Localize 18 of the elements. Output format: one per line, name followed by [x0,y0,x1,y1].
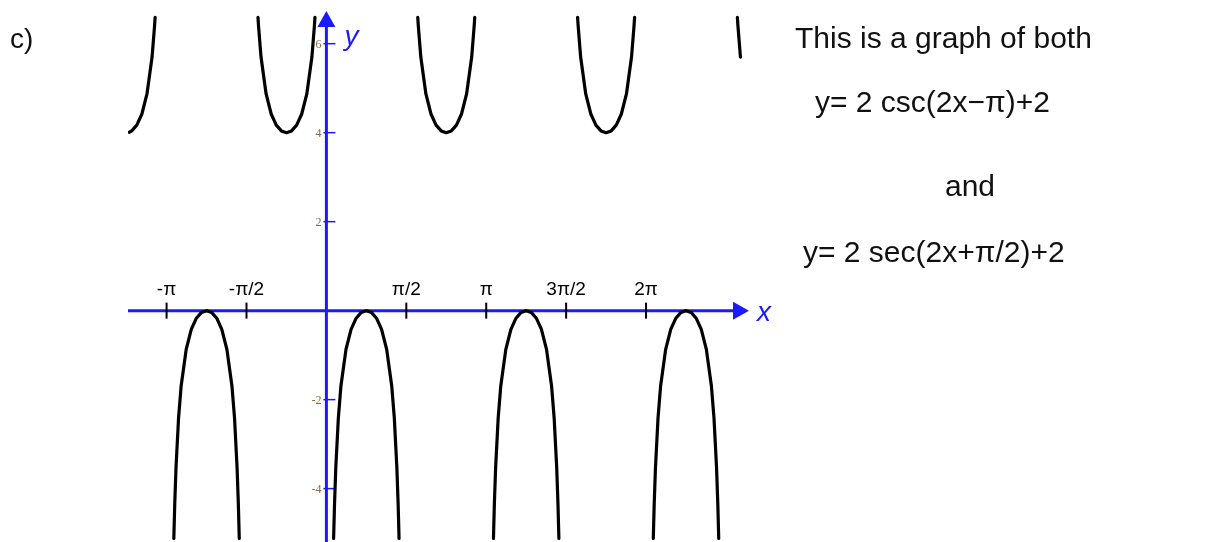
y-tick-label: 4 [315,125,322,140]
x-tick-label: -π/2 [228,277,265,299]
x-tick-label: -π [156,277,177,299]
x-tick-label: π [479,277,493,299]
y-tick-label: -4 [311,481,322,496]
x-tick-label: π/2 [391,277,421,299]
chart-title: c) [10,23,34,54]
text: and [944,169,996,202]
x-tick-label: 3π/2 [546,277,586,299]
text: This is a graph of both [795,21,1092,54]
text: y= 2 sec(2x+π/2)+2 [803,235,1065,268]
x-tick-label: 2π [634,277,658,299]
y-tick-label: 6 [315,36,322,51]
y-tick-label: -2 [311,392,322,407]
text: y= 2 csc(2x−π)+2 [815,85,1050,118]
y-tick-label: 2 [315,214,322,229]
y-axis-title: y [342,20,361,51]
x-axis-title: x [755,295,772,327]
